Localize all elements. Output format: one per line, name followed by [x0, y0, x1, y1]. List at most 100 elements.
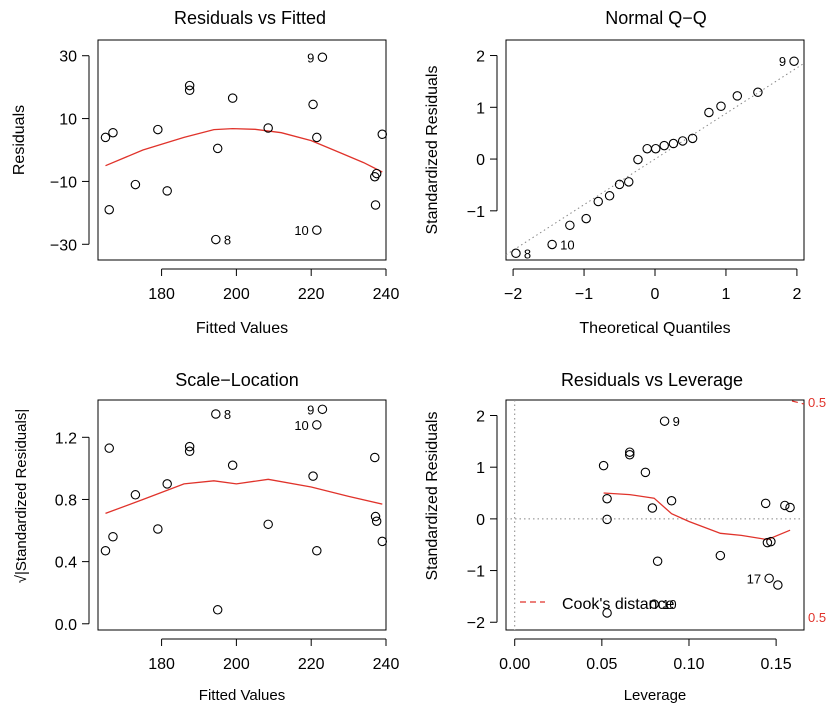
data-point — [317, 52, 328, 63]
y-tick-label: 1.2 — [55, 430, 77, 447]
data-point — [162, 186, 172, 196]
panel-title: Scale−Location — [175, 370, 299, 390]
cooks-contour-label: 0.5 — [808, 610, 826, 625]
data-point — [370, 200, 381, 210]
data-point — [659, 416, 670, 426]
plot-frame — [505, 399, 805, 631]
plot-frame — [97, 39, 387, 261]
data-point — [593, 196, 603, 207]
y-axis-label: √|Standardized Residuals| — [13, 409, 30, 583]
data-point — [715, 550, 726, 561]
x-axis-label: Fitted Values — [199, 687, 285, 704]
x-tick-label: 200 — [223, 286, 250, 303]
panel-title: Residuals vs Fitted — [174, 8, 326, 28]
data-point — [211, 234, 221, 245]
panel-title: Normal Q−Q — [605, 8, 707, 28]
normal-qq-panel: Normal Q−Q Theoretical Quantiles Standar… — [424, 8, 805, 337]
x-tick-label: 200 — [223, 656, 250, 673]
point-label: 9 — [307, 402, 314, 417]
data-point — [184, 80, 195, 91]
data-point — [100, 132, 111, 143]
point-label: 10 — [662, 597, 676, 612]
data-point — [130, 490, 141, 500]
data-point — [162, 479, 172, 489]
data-point — [581, 213, 591, 224]
x-tick-label: 1 — [721, 286, 730, 303]
data-point — [377, 536, 388, 547]
data-point — [371, 516, 382, 526]
residuals-vs-leverage-panel: Residuals vs Leverage Leverage Standardi… — [424, 370, 826, 704]
data-point — [640, 467, 651, 478]
y-axis-label: Standardized Residuals — [424, 66, 441, 235]
data-point — [308, 471, 318, 481]
x-tick-label: 0.00 — [499, 656, 530, 673]
scale-location-panel: Scale−Location Fitted Values √|Standardi… — [13, 370, 399, 704]
point-label: 10 — [294, 223, 308, 238]
plot-frame — [97, 399, 387, 631]
y-tick-label: 0.0 — [55, 617, 77, 634]
plot-frame — [505, 39, 805, 261]
data-point — [565, 220, 575, 231]
data-point — [602, 493, 612, 504]
data-point — [377, 129, 388, 140]
data-point — [704, 107, 714, 118]
data-point — [760, 498, 771, 509]
data-point — [312, 545, 322, 556]
data-point — [263, 519, 273, 530]
x-axis-label: Theoretical Quantiles — [579, 320, 730, 337]
data-point — [624, 450, 635, 460]
data-point — [623, 177, 634, 187]
y-tick-label: 2 — [476, 49, 485, 66]
x-tick-label: 2 — [792, 286, 801, 303]
data-point — [511, 248, 521, 259]
data-point — [184, 85, 195, 96]
data-point — [598, 460, 609, 471]
x-tick-label: −2 — [504, 286, 522, 303]
data-point — [652, 556, 663, 567]
data-point — [766, 536, 776, 547]
data-point — [153, 524, 163, 534]
data-point — [732, 91, 743, 101]
point-label: 9 — [673, 414, 680, 429]
data-point — [104, 443, 114, 453]
point-label: 8 — [524, 246, 531, 261]
data-point — [753, 87, 763, 98]
y-tick-label: 1 — [476, 100, 485, 117]
data-point — [317, 404, 328, 415]
data-point — [602, 608, 612, 618]
data-point — [370, 452, 380, 463]
data-point — [659, 140, 669, 151]
data-point — [263, 123, 273, 133]
point-label: 8 — [224, 233, 231, 248]
x-tick-label: 0.15 — [761, 656, 792, 673]
data-point — [677, 136, 688, 146]
x-tick-label: 240 — [373, 656, 400, 673]
data-point — [104, 204, 114, 215]
x-axis-label: Fitted Values — [196, 320, 288, 337]
data-point — [624, 447, 635, 457]
x-tick-label: 180 — [148, 286, 175, 303]
y-tick-label: 30 — [59, 49, 77, 66]
y-tick-label: −1 — [467, 204, 485, 221]
data-point — [100, 545, 111, 556]
data-point — [308, 99, 318, 110]
data-point — [108, 532, 118, 542]
data-point — [687, 133, 698, 144]
y-axis-label: Residuals — [11, 105, 28, 175]
x-tick-label: 0 — [651, 286, 660, 303]
smooth-line — [105, 127, 383, 173]
cooks-contour-line — [791, 400, 805, 405]
data-point — [602, 514, 612, 525]
data-point — [312, 420, 322, 430]
point-label: 10 — [560, 237, 574, 252]
data-point — [547, 239, 557, 250]
x-tick-label: 180 — [148, 656, 175, 673]
data-point — [227, 93, 238, 103]
x-axis-label: Leverage — [624, 687, 687, 704]
y-tick-label: −30 — [50, 237, 77, 254]
data-point — [764, 573, 774, 584]
x-tick-label: 220 — [298, 656, 325, 673]
data-point — [666, 496, 677, 506]
y-axis-label: Standardized Residuals — [424, 412, 441, 581]
data-point — [614, 179, 625, 190]
